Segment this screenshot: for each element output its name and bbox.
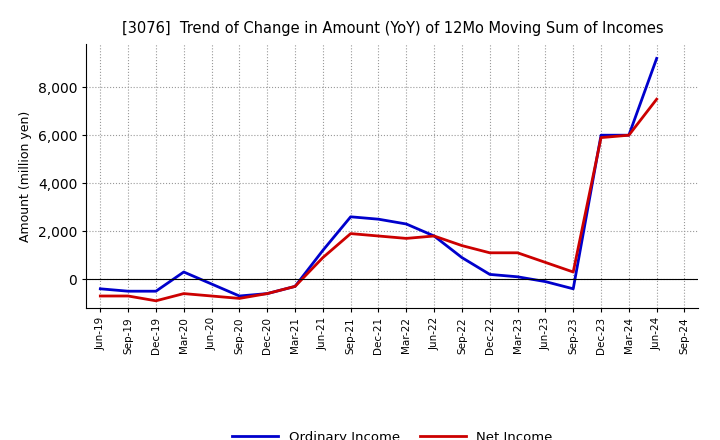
Net Income	[179, 291, 188, 296]
Net Income	[624, 132, 633, 138]
Y-axis label: Amount (million yen): Amount (million yen)	[19, 110, 32, 242]
Line: Net Income: Net Income	[100, 99, 657, 301]
Net Income	[569, 269, 577, 275]
Ordinary Income	[485, 272, 494, 277]
Net Income	[207, 293, 216, 299]
Ordinary Income	[346, 214, 355, 220]
Ordinary Income	[374, 216, 383, 222]
Ordinary Income	[124, 289, 132, 294]
Ordinary Income	[291, 284, 300, 289]
Net Income	[541, 260, 550, 265]
Ordinary Income	[569, 286, 577, 291]
Ordinary Income	[541, 279, 550, 284]
Net Income	[124, 293, 132, 299]
Net Income	[485, 250, 494, 256]
Net Income	[152, 298, 161, 304]
Ordinary Income	[652, 56, 661, 61]
Net Income	[235, 296, 243, 301]
Ordinary Income	[96, 286, 104, 291]
Net Income	[402, 236, 410, 241]
Net Income	[263, 291, 271, 296]
Ordinary Income	[318, 248, 327, 253]
Ordinary Income	[152, 289, 161, 294]
Ordinary Income	[624, 132, 633, 138]
Ordinary Income	[458, 255, 467, 260]
Net Income	[346, 231, 355, 236]
Net Income	[291, 284, 300, 289]
Ordinary Income	[513, 274, 522, 279]
Line: Ordinary Income: Ordinary Income	[100, 59, 657, 296]
Net Income	[652, 96, 661, 102]
Net Income	[513, 250, 522, 256]
Net Income	[374, 233, 383, 238]
Net Income	[458, 243, 467, 248]
Ordinary Income	[179, 269, 188, 275]
Ordinary Income	[207, 281, 216, 286]
Ordinary Income	[235, 293, 243, 299]
Net Income	[96, 293, 104, 299]
Ordinary Income	[430, 233, 438, 238]
Net Income	[430, 233, 438, 238]
Ordinary Income	[263, 291, 271, 296]
Ordinary Income	[402, 221, 410, 227]
Net Income	[318, 255, 327, 260]
Title: [3076]  Trend of Change in Amount (YoY) of 12Mo Moving Sum of Incomes: [3076] Trend of Change in Amount (YoY) o…	[122, 21, 663, 36]
Ordinary Income	[597, 132, 606, 138]
Net Income	[597, 135, 606, 140]
Legend: Ordinary Income, Net Income: Ordinary Income, Net Income	[227, 425, 558, 440]
